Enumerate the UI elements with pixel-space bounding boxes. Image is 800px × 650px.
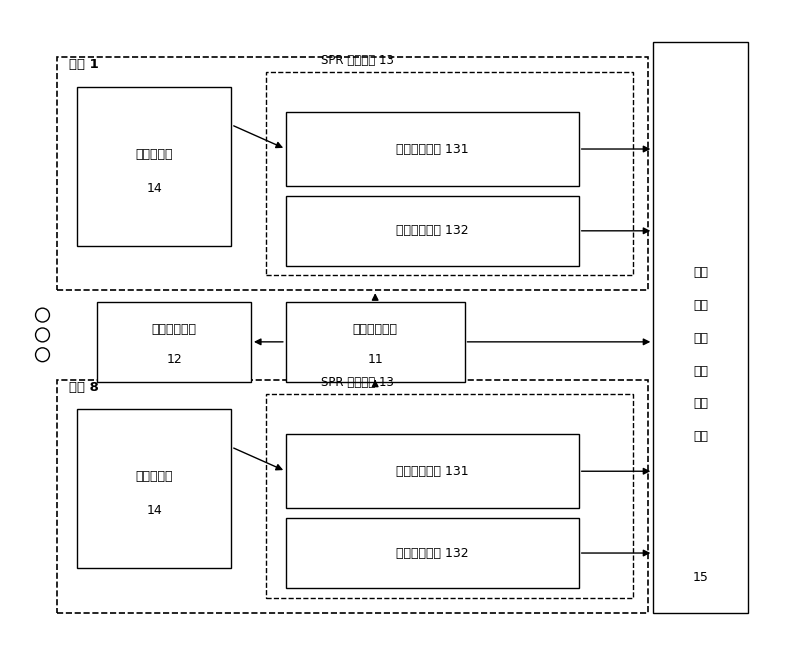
Text: 自动控制系统: 自动控制系统 xyxy=(353,324,398,337)
FancyBboxPatch shape xyxy=(286,434,578,508)
Text: 12: 12 xyxy=(166,353,182,366)
Text: 系统: 系统 xyxy=(693,266,708,280)
FancyBboxPatch shape xyxy=(58,57,648,291)
Text: 11: 11 xyxy=(367,353,383,366)
FancyBboxPatch shape xyxy=(58,380,648,612)
FancyBboxPatch shape xyxy=(266,395,634,597)
Text: 15: 15 xyxy=(693,571,708,584)
Text: 微流控系统: 微流控系统 xyxy=(135,148,173,161)
FancyBboxPatch shape xyxy=(97,302,251,382)
Text: 分时: 分时 xyxy=(693,430,708,443)
Text: 通道 1: 通道 1 xyxy=(70,58,99,72)
Text: 光纤: 光纤 xyxy=(693,365,708,378)
Text: 14: 14 xyxy=(146,504,162,517)
FancyBboxPatch shape xyxy=(266,72,634,276)
Text: 光纤传感组件 132: 光纤传感组件 132 xyxy=(396,224,469,237)
Text: 微流控系统: 微流控系统 xyxy=(135,470,173,483)
Text: SPR 传感系统 13: SPR 传感系统 13 xyxy=(321,54,394,67)
FancyBboxPatch shape xyxy=(286,196,578,265)
Text: SPR 传感系统 13: SPR 传感系统 13 xyxy=(321,376,394,389)
FancyBboxPatch shape xyxy=(78,87,231,246)
Text: 无线传输模块: 无线传输模块 xyxy=(151,324,197,337)
Text: 棱镜传感组件 131: 棱镜传感组件 131 xyxy=(396,142,469,155)
Text: 棱镜传感组件 131: 棱镜传感组件 131 xyxy=(396,465,469,478)
FancyBboxPatch shape xyxy=(286,112,578,186)
FancyBboxPatch shape xyxy=(78,410,231,568)
FancyBboxPatch shape xyxy=(654,42,747,612)
Text: 通道 8: 通道 8 xyxy=(70,380,99,393)
Text: 14: 14 xyxy=(146,182,162,195)
FancyBboxPatch shape xyxy=(286,518,578,588)
Text: 光谱: 光谱 xyxy=(693,332,708,345)
FancyBboxPatch shape xyxy=(286,302,465,382)
Text: 复用: 复用 xyxy=(693,397,708,410)
Text: 检测: 检测 xyxy=(693,299,708,312)
Text: 光纤传感组件 132: 光纤传感组件 132 xyxy=(396,547,469,560)
